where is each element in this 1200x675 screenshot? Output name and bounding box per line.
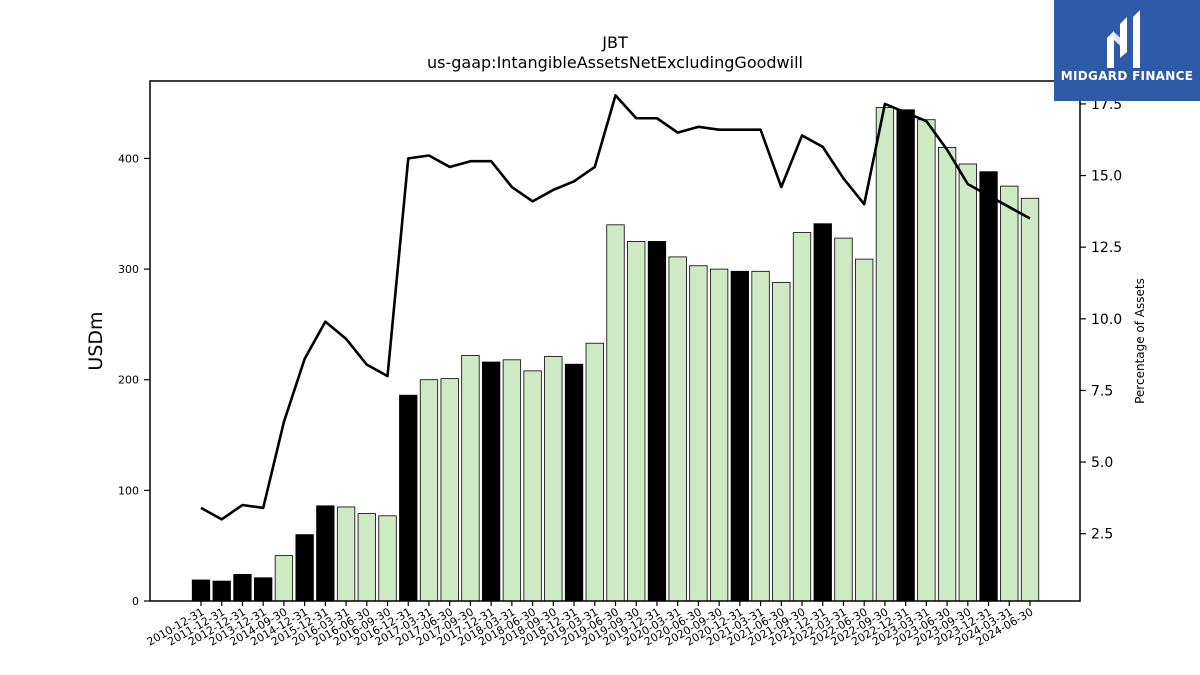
bar-2020-09-30 — [709, 268, 729, 602]
chart-title: JBT — [602, 33, 628, 52]
bar-2022-06-30 — [855, 258, 874, 602]
bar-series — [191, 107, 1040, 602]
logo-text: MIDGARD FINANCE — [1060, 69, 1194, 83]
bar-2016-09-30 — [378, 515, 397, 602]
bar-2021-03-31 — [751, 270, 770, 602]
bar-2016-12-31 — [399, 394, 418, 602]
bar-2019-12-31 — [647, 241, 667, 602]
bar-2017-06-30 — [440, 378, 459, 602]
bar-2023-12-31 — [979, 171, 998, 602]
y2-axis-label: Percentage of Assets — [1133, 278, 1147, 404]
bar-2010-12-31 — [191, 579, 211, 602]
bar-2021-09-30 — [792, 232, 812, 602]
bar-2022-09-30 — [875, 107, 895, 602]
bar-2012-12-31 — [233, 574, 252, 602]
bar-2022-03-31 — [834, 237, 853, 602]
y-tick-label: 300 — [118, 263, 139, 276]
bar-2023-06-30 — [937, 146, 957, 602]
bar-2014-09-30 — [274, 555, 294, 602]
percentage-line-series — [200, 94, 1031, 521]
midgard-finance-logo: MIDGARD FINANCE — [1054, 0, 1200, 101]
bar-2019-09-30 — [627, 241, 646, 602]
bar-2020-06-30 — [689, 265, 708, 602]
right-axis-ticks: 2.55.07.510.012.515.017.5 — [1080, 97, 1122, 543]
bar-2017-09-30 — [461, 354, 480, 602]
bar-2023-03-31 — [917, 119, 936, 602]
bar-2023-09-30 — [958, 163, 977, 602]
bar-2020-03-31 — [668, 256, 687, 602]
y2-tick-label: 10.0 — [1091, 312, 1122, 328]
bar-2014-12-31 — [295, 534, 314, 602]
bar-2018-03-31 — [502, 359, 522, 602]
chart-subtitle: us-gaap:IntangibleAssetsNetExcludingGood… — [427, 53, 803, 72]
left-axis-ticks: 0 100 200 300 400 — [118, 152, 150, 608]
bar-2016-06-30 — [357, 513, 376, 602]
y2-tick-label: 12.5 — [1091, 240, 1122, 256]
y2-tick-label: 5.0 — [1091, 455, 1113, 471]
bar-2018-12-31 — [564, 363, 584, 602]
bar-2013-12-31 — [254, 577, 273, 602]
bar-2022-12-31 — [896, 109, 915, 602]
bar-2018-09-30 — [544, 356, 563, 602]
bar-2024-03-31 — [1000, 185, 1019, 602]
bar-2021-06-30 — [772, 281, 791, 602]
y2-tick-label: 7.5 — [1091, 383, 1113, 399]
bar-2017-12-31 — [481, 361, 501, 602]
bar-2019-06-30 — [606, 224, 625, 602]
bar-2021-12-31 — [813, 223, 832, 602]
bar-2018-06-30 — [523, 370, 542, 602]
y-tick-label: 0 — [132, 595, 139, 608]
x-axis-ticks: 2010-12-312011-12-312012-12-312013-12-31… — [145, 601, 1036, 649]
bar-2017-03-31 — [419, 379, 439, 602]
bar-2016-03-31 — [336, 506, 356, 602]
bar-2019-03-31 — [585, 342, 604, 602]
y2-tick-label: 2.5 — [1091, 527, 1113, 543]
y-tick-label: 100 — [118, 484, 139, 497]
bar-2011-12-31 — [212, 580, 231, 602]
y-axis-label: USDm — [85, 311, 107, 370]
y-tick-label: 200 — [118, 374, 139, 387]
percentage-line — [200, 94, 1031, 521]
y2-tick-label: 15.0 — [1091, 169, 1122, 185]
bar-2015-12-31 — [316, 505, 335, 602]
y-tick-label: 400 — [118, 152, 139, 165]
bar-2020-12-31 — [730, 270, 749, 602]
bar-2024-06-30 — [1020, 197, 1040, 602]
logo-mark-icon — [1107, 10, 1140, 68]
